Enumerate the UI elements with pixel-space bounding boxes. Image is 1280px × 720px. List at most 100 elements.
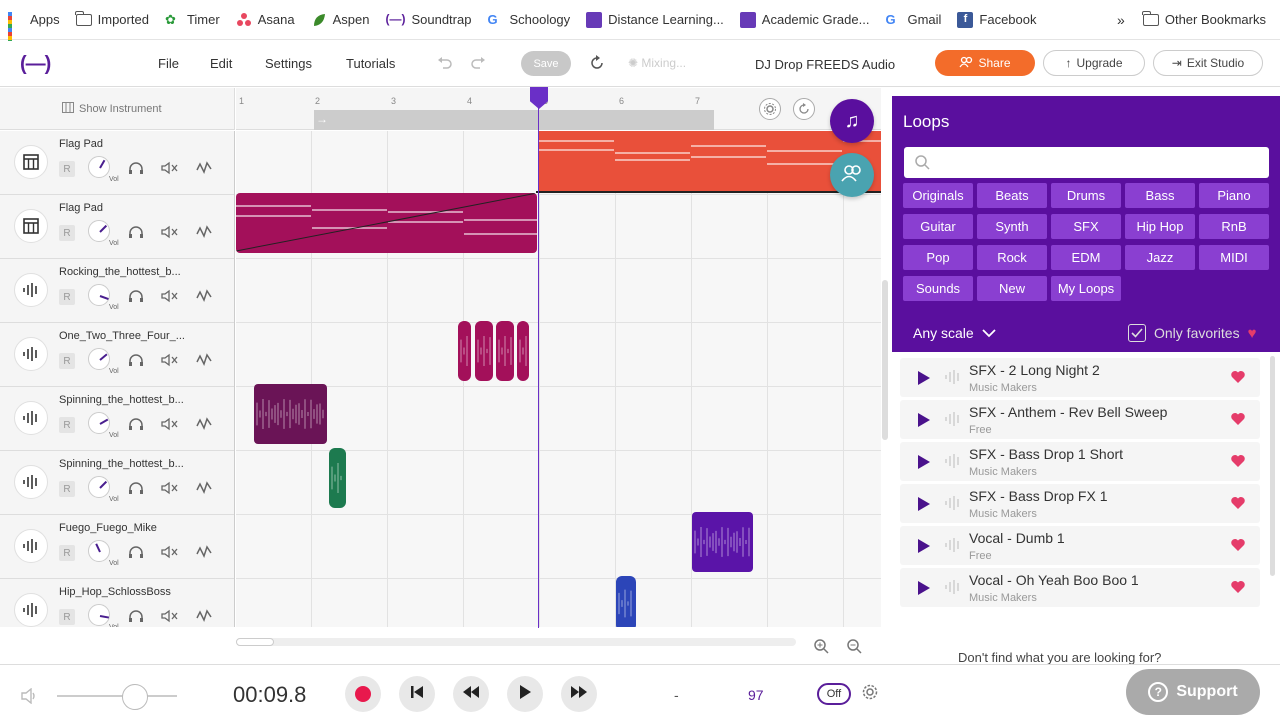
track-name[interactable]: Spinning_the_hottest_b...: [59, 458, 184, 470]
loop-item[interactable]: SFX - Anthem - Rev Bell Sweep Free: [900, 400, 1260, 439]
clip-flag-pad-2[interactable]: [236, 193, 537, 253]
show-instrument-button[interactable]: Show Instrument: [62, 102, 162, 116]
mute-icon[interactable]: [161, 223, 179, 241]
track-name[interactable]: Rocking_the_hottest_b...: [59, 266, 181, 278]
loop-category-new[interactable]: New: [977, 276, 1047, 301]
track-name[interactable]: Fuego_Fuego_Mike: [59, 522, 157, 534]
clip-flag-pad-1[interactable]: [539, 131, 881, 191]
bookmark-gmail[interactable]: G Gmail: [885, 11, 942, 28]
loop-category-synth[interactable]: Synth: [977, 214, 1047, 239]
loop-item[interactable]: Vocal - Dumb 1 Free: [900, 526, 1260, 565]
loop-category-beats[interactable]: Beats: [977, 183, 1047, 208]
mute-icon[interactable]: [161, 415, 179, 433]
menu-file[interactable]: File: [158, 56, 179, 71]
track-row[interactable]: Flag Pad R Vol: [0, 131, 234, 195]
loop-refresh-icon[interactable]: [793, 98, 815, 120]
loops-scrollbar[interactable]: [1270, 356, 1275, 576]
menu-tutorials[interactable]: Tutorials: [346, 56, 396, 71]
checkbox-checked-icon[interactable]: [1128, 324, 1146, 342]
zoom-in-icon[interactable]: [810, 635, 832, 657]
collaborators-button[interactable]: [830, 153, 874, 197]
loop-category-guitar[interactable]: Guitar: [903, 214, 973, 239]
loop-category-drums[interactable]: Drums: [1051, 183, 1121, 208]
track-arena[interactable]: [236, 131, 881, 627]
record-arm-button[interactable]: R: [59, 161, 75, 177]
track-name[interactable]: Flag Pad: [59, 202, 104, 214]
record-button[interactable]: [345, 676, 381, 712]
loops-toggle-button[interactable]: ♫: [830, 99, 874, 143]
soundtrap-logo[interactable]: (—): [20, 53, 51, 75]
bookmark-soundtrap[interactable]: (—) Soundtrap: [385, 11, 472, 28]
share-button[interactable]: Share: [935, 50, 1035, 76]
bookmark-facebook[interactable]: f Facebook: [949, 0, 1044, 40]
exit-studio-button[interactable]: ⇥ Exit Studio: [1153, 50, 1263, 76]
track-row[interactable]: One_Two_Three_Four_... R Vol: [0, 323, 234, 387]
record-arm-button[interactable]: R: [59, 481, 75, 497]
headphones-icon[interactable]: [127, 287, 145, 305]
skip-start-button[interactable]: [399, 676, 435, 712]
effects-icon[interactable]: [195, 351, 213, 369]
track-row[interactable]: Fuego_Fuego_Mike R Vol: [0, 515, 234, 579]
waveform-icon[interactable]: [14, 337, 48, 371]
menu-edit[interactable]: Edit: [210, 56, 233, 71]
volume-knob[interactable]: [88, 412, 110, 434]
volume-knob[interactable]: [88, 220, 110, 242]
effects-icon[interactable]: [195, 159, 213, 177]
upgrade-button[interactable]: ↑ Upgrade: [1043, 50, 1145, 76]
waveform-icon[interactable]: [14, 465, 48, 499]
play-icon[interactable]: [918, 581, 930, 595]
loop-item[interactable]: SFX - 2 Long Night 2 Music Makers: [900, 358, 1260, 397]
play-icon[interactable]: [918, 539, 930, 553]
loop-category-sounds[interactable]: Sounds: [903, 276, 973, 301]
effects-icon[interactable]: [195, 543, 213, 561]
effects-icon[interactable]: [195, 607, 213, 625]
waveform-icon[interactable]: [14, 529, 48, 563]
save-button[interactable]: Save: [521, 51, 571, 76]
loop-category-midi[interactable]: MIDI: [1199, 245, 1269, 270]
track-row[interactable]: Flag Pad R Vol: [0, 195, 234, 259]
loop-category-sfx[interactable]: SFX: [1051, 214, 1121, 239]
favorite-heart-icon[interactable]: [1230, 580, 1246, 599]
record-arm-button[interactable]: R: [59, 417, 75, 433]
project-title[interactable]: DJ Drop FREEDS Audio: [755, 57, 896, 72]
headphones-icon[interactable]: [127, 543, 145, 561]
loop-category-pop[interactable]: Pop: [903, 245, 973, 270]
loop-item[interactable]: Vocal - Oh Yeah Boo Boo 1 Music Makers: [900, 568, 1260, 607]
track-name[interactable]: One_Two_Three_Four_...: [59, 330, 185, 342]
loop-category-originals[interactable]: Originals: [903, 183, 973, 208]
play-icon[interactable]: [918, 413, 930, 427]
menu-settings[interactable]: Settings: [265, 56, 312, 71]
clip-one-two-2[interactable]: [475, 321, 493, 381]
clip-one-two-4[interactable]: [517, 321, 529, 381]
loop-item[interactable]: SFX - Bass Drop 1 Short Music Makers: [900, 442, 1260, 481]
headphones-icon[interactable]: [127, 351, 145, 369]
fast-forward-button[interactable]: [561, 676, 597, 712]
bookmark-apps[interactable]: Apps: [0, 0, 68, 48]
refresh-icon[interactable]: [586, 52, 608, 74]
bookmark-imported[interactable]: Imported: [68, 0, 157, 40]
volume-knob[interactable]: [88, 604, 110, 626]
effects-icon[interactable]: [195, 287, 213, 305]
playhead[interactable]: [538, 88, 539, 628]
play-icon[interactable]: [918, 371, 930, 385]
clip-fuego[interactable]: [692, 512, 753, 572]
arena-horizontal-scrollbar[interactable]: [236, 638, 796, 646]
loop-category-rnb[interactable]: RnB: [1199, 214, 1269, 239]
redo-icon[interactable]: [467, 52, 489, 74]
bookmark-other[interactable]: Other Bookmarks: [1135, 0, 1280, 40]
play-icon[interactable]: [918, 455, 930, 469]
play-icon[interactable]: [918, 497, 930, 511]
record-arm-button[interactable]: R: [59, 225, 75, 241]
track-name[interactable]: Flag Pad: [59, 138, 104, 150]
transport-settings-icon[interactable]: [859, 681, 881, 703]
loop-category-bass[interactable]: Bass: [1125, 183, 1195, 208]
waveform-icon[interactable]: [14, 401, 48, 435]
loop-category-piano[interactable]: Piano: [1199, 183, 1269, 208]
track-row[interactable]: Hip_Hop_SchlossBoss R Vol: [0, 579, 234, 627]
effects-icon[interactable]: [195, 223, 213, 241]
loop-category-jazz[interactable]: Jazz: [1125, 245, 1195, 270]
arena-vertical-scrollbar[interactable]: [882, 280, 888, 440]
track-row[interactable]: Spinning_the_hottest_b... R Vol: [0, 387, 234, 451]
bookmark-aspen[interactable]: Aspen: [303, 0, 378, 40]
favorite-heart-icon[interactable]: [1230, 454, 1246, 473]
